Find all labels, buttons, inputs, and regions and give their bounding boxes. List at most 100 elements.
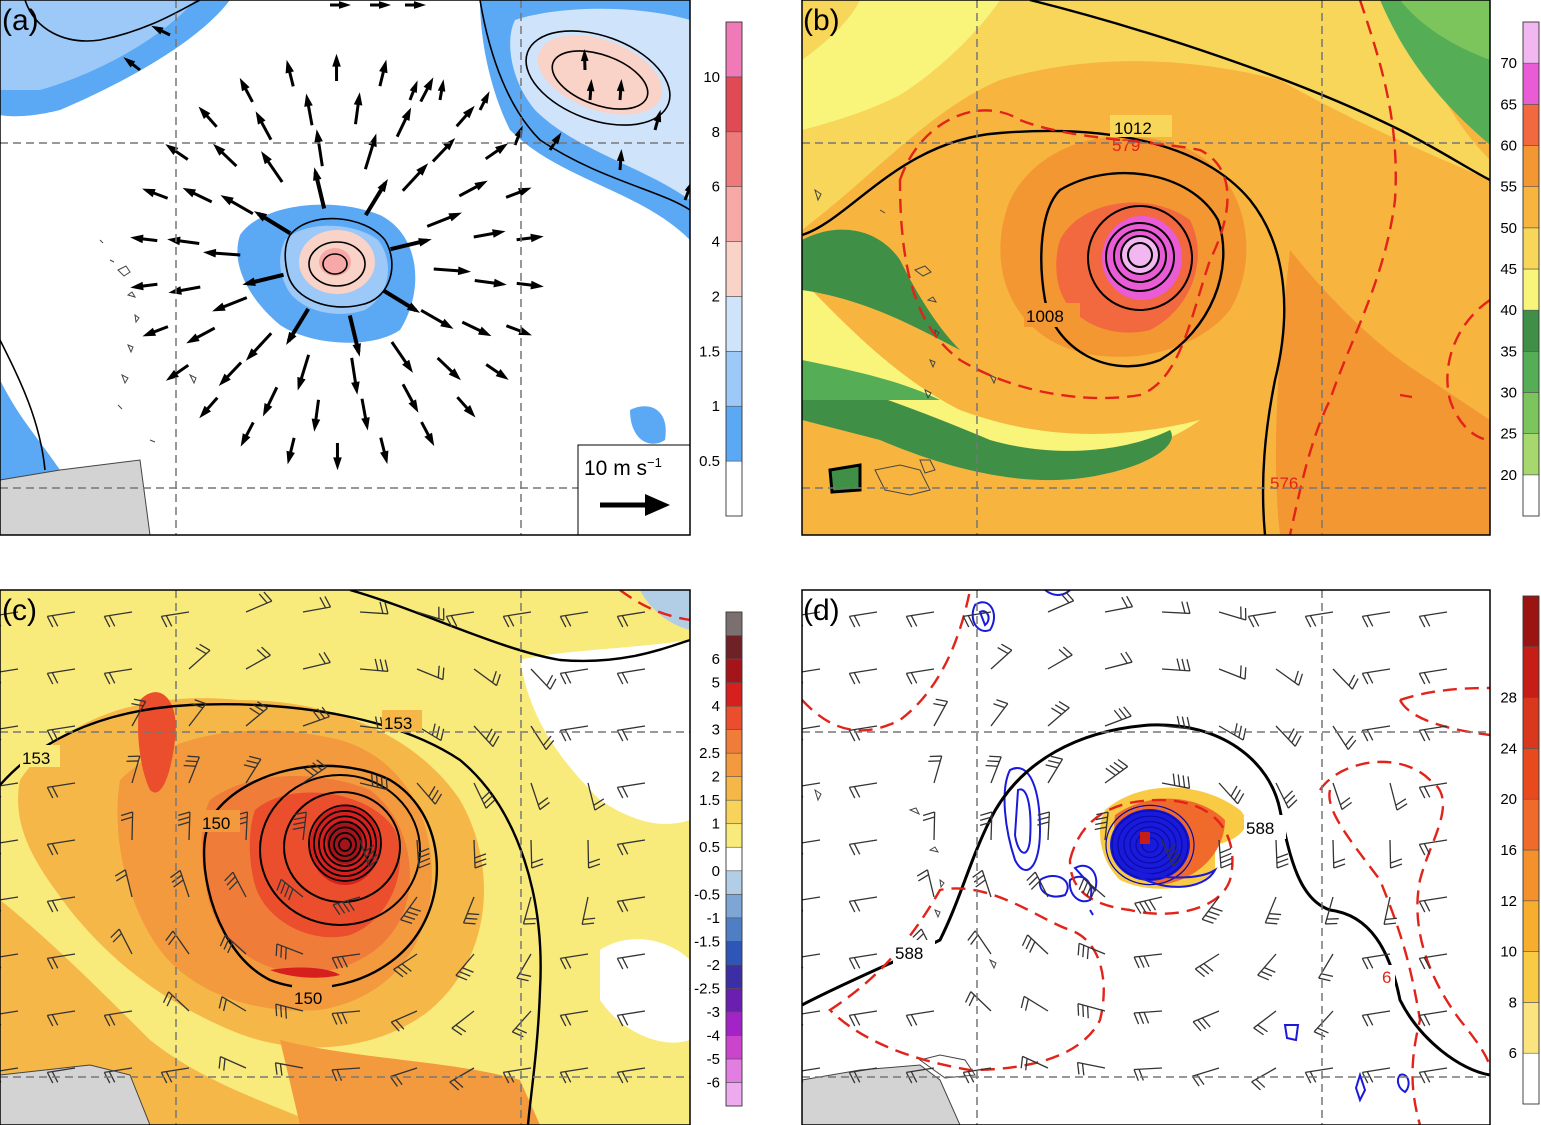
wind-barb-flag [308,765,319,774]
wind-barb-flag [218,996,223,1009]
wind-barb-flag [1133,956,1140,969]
wind-barb-flag [616,616,624,628]
wind-vector-head [402,359,413,373]
wind-barb-flag [1138,1012,1145,1025]
wind-vector-head [198,106,211,119]
colorbar-swatch [1522,798,1540,851]
wind-vector-head [240,433,251,447]
wind-barb-flag [918,874,929,882]
wind-barb-flag [1423,900,1431,912]
wind-barb [990,811,993,841]
wind-barb-flag [853,615,861,627]
wind-barb [1218,668,1246,680]
wind-barb-flag [967,930,976,941]
wind-barb-flag [467,913,480,916]
wind-vector-head [477,326,492,337]
colorbar-swatch [1522,748,1540,800]
wind-barb [1161,782,1190,789]
wind-barb-flag [279,1063,283,1076]
wind-barb-flag [1118,708,1128,719]
wind-barb [1104,606,1133,613]
wind-barb-flag [173,879,184,888]
colorbar-tick-label: -0.5 [694,886,720,903]
wind-barb [530,725,547,750]
wind-barb-flag [507,615,515,627]
wind-barb [990,703,1009,727]
wind-barb [0,725,19,730]
wind-barb-flag [171,874,183,883]
wind-barb-flag [1138,1069,1144,1081]
panel-a-contour [284,217,393,308]
wind-barb-flag [293,821,306,826]
wind-barb-flag [1095,816,1108,821]
wind-barb-flag [455,974,468,981]
wind-vector-head [130,281,144,291]
colorbar-tick-label: 50 [1500,220,1517,237]
wind-vector-head [286,331,297,346]
wind-barb-flag [1166,843,1177,853]
panel-d-contour-label-6: 6 [1382,968,1391,987]
wind-barb-flag [406,910,419,916]
wind-barb-flag [1172,773,1176,786]
wind-barb-flag [1021,934,1029,947]
wind-barb [332,1067,361,1071]
wind-barb-flag [993,703,1005,709]
wind-barb [400,896,418,921]
wind-barb-flag [1181,658,1186,671]
wind-barb [802,725,821,730]
wind-vector-head [492,229,506,238]
wind-barb-flag [1197,1019,1207,1030]
wind-barb-flag [979,821,992,826]
wind-vector-head [286,450,295,465]
wind-barb-flag [1001,643,1013,651]
colorbar-tick-label: 2 [712,288,720,305]
wind-barb-flag [1339,797,1351,806]
wind-barb-flag [1304,616,1312,628]
colorbar-tick-label: 1 [712,398,720,415]
wind-barb-flag [178,816,190,821]
wind-barb-flag [1333,858,1346,864]
wind-barb-flag [284,1006,287,1019]
wind-barb-flag [1418,1072,1426,1084]
wind-barb [617,839,646,846]
wind-barb-flag [989,755,1002,758]
wind-barb-flag [1260,970,1273,977]
wind-barb [302,716,330,727]
wind-barb-flag [910,1071,918,1083]
colorbar-tick-label: 0.5 [699,453,720,470]
wind-barb-flag [380,776,384,789]
wind-barb-flag [905,1015,913,1027]
colorbar-swatch [1522,1002,1540,1054]
wind-barb-flag [249,707,261,716]
wind-barb-flag [280,1005,283,1018]
wind-barb [617,1010,646,1017]
wind-vector-head [142,188,156,198]
wind-barb-flag [1024,998,1030,1011]
wind-vector-head [409,80,418,94]
wind-barb [47,953,76,960]
wind-barb-flag [1220,862,1233,869]
wind-barb-flag [792,901,797,912]
wind-barb [802,1067,821,1072]
wind-barb-flag [170,869,181,879]
colorbar-swatch [725,988,743,1013]
colorbar-swatch [725,1035,743,1060]
wind-barb-flag [385,777,388,790]
panel-c-contour-north [349,590,690,663]
wind-barb-flag [621,729,629,741]
wind-barb-flag [390,1021,400,1032]
colorbar-tick-label: 6 [712,179,720,196]
wind-barb [1419,1067,1448,1074]
wind-barb-flag [374,658,379,671]
wind-vector-head [123,57,136,68]
wind-barb-flag [1317,1027,1329,1034]
wind-barb-flag [621,957,629,969]
wind-barb [1332,668,1353,690]
wind-barb [1218,611,1247,621]
wind-vector-head [457,266,472,276]
wind-barb-flag [112,933,122,943]
wind-barb-flag [275,943,278,956]
colorbar-tick-label: 1.5 [699,792,720,809]
wind-barb-flag [365,849,376,858]
wind-barb [332,896,361,906]
